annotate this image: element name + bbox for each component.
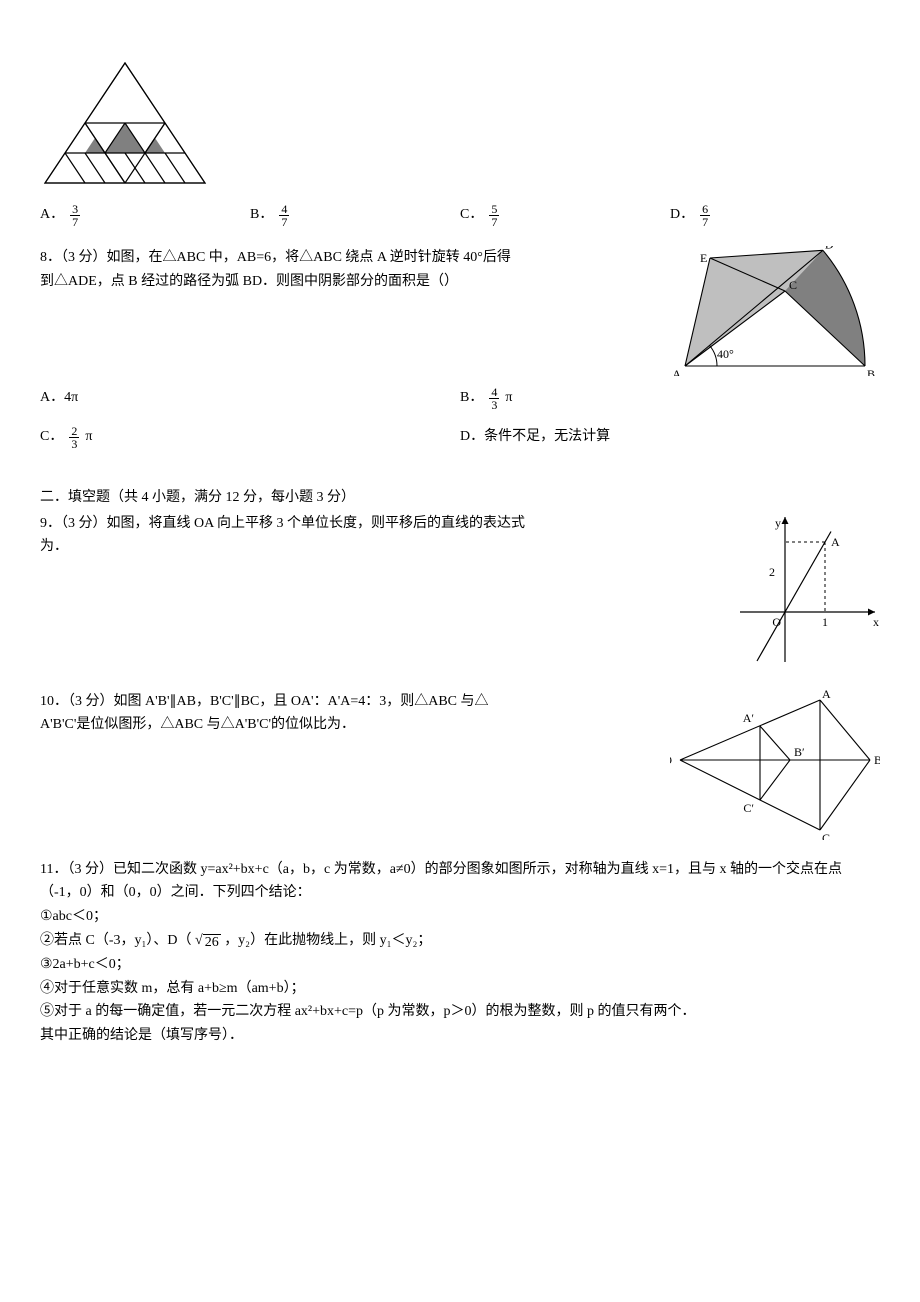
radical-sign: √ — [195, 934, 203, 948]
q8-opt-b: B． 4 3 π — [460, 386, 880, 411]
svg-text:A′: A′ — [743, 711, 755, 725]
fraction: 2 3 — [69, 425, 79, 450]
q11-item-1: ①abc＜0； — [40, 905, 880, 929]
q11-item2-post: ，y₂）在此抛物线上，则 y₁＜y₂； — [224, 933, 431, 948]
q8-stem: 8．（3 分）如图，在△ABC 中，AB=6，将△ABC 绕点 A 逆时针旋转 … — [40, 246, 650, 294]
opt-label: C． — [40, 425, 63, 449]
opt-label: C． — [460, 203, 483, 227]
fraction: 3 7 — [70, 203, 80, 228]
q8-opt-c: C． 2 3 π — [40, 425, 460, 450]
denominator: 3 — [69, 437, 79, 450]
svg-text:D: D — [825, 246, 834, 251]
svg-text:A: A — [831, 535, 840, 549]
svg-text:1: 1 — [822, 615, 828, 629]
q8: 8．（3 分）如图，在△ABC 中，AB=6，将△ABC 绕点 A 逆时针旋转 … — [40, 246, 880, 376]
q9: 9．（3 分）如图，将直线 OA 向上平移 3 个单位长度，则平移后的直线的表达… — [40, 512, 880, 672]
q10-stem: 10．（3 分）如图 A'B'∥AB，B'C'∥BC，且 OA'：A'A=4：3… — [40, 690, 650, 738]
svg-text:2: 2 — [769, 565, 775, 579]
svg-text:B: B — [867, 367, 875, 376]
numerator: 4 — [279, 203, 289, 215]
numerator: 5 — [489, 203, 499, 215]
opt-label: D． — [670, 203, 694, 227]
fraction: 4 7 — [279, 203, 289, 228]
svg-text:y: y — [775, 516, 781, 530]
opt-suffix: π — [85, 425, 92, 449]
numerator: 2 — [69, 425, 79, 437]
q11-item-3: ③2a+b+c＜0； — [40, 953, 880, 977]
svg-text:C′: C′ — [743, 801, 754, 815]
q8-options: A．4π B． 4 3 π C． 2 3 π D．条件不足，无法计算 — [40, 386, 880, 464]
q7-opt-a: A． 3 7 — [40, 203, 250, 228]
section-2-title: 二．填空题（共 4 小题，满分 12 分，每小题 3 分） — [40, 486, 880, 510]
denominator: 7 — [70, 215, 80, 228]
svg-text:x: x — [873, 615, 879, 629]
q10-stem-line: 10．（3 分）如图 A'B'∥AB，B'C'∥BC，且 OA'：A'A=4：3… — [40, 690, 650, 714]
svg-text:A: A — [822, 690, 831, 701]
denominator: 7 — [489, 215, 499, 228]
q11-tail: 其中正确的结论是（填写序号）． — [40, 1024, 880, 1048]
fraction: 6 7 — [700, 203, 710, 228]
q11-item-2: ②若点 C（-3，y₁）、D（ √ 26 ，y₂）在此抛物线上，则 y₁＜y₂； — [40, 929, 880, 953]
q7-opt-d: D． 6 7 — [670, 203, 880, 228]
denominator: 3 — [489, 398, 499, 411]
q11-item2-pre: ②若点 C（-3，y₁）、D（ — [40, 929, 192, 953]
denominator: 7 — [279, 215, 289, 228]
svg-text:40°: 40° — [717, 347, 734, 361]
numerator: 4 — [489, 386, 499, 398]
q9-figure: Ox y A 1 2 — [730, 512, 880, 672]
q7-options: A． 3 7 B． 4 7 C． 5 7 — [40, 203, 880, 228]
numerator: 6 — [700, 203, 710, 215]
q9-stem: 9．（3 分）如图，将直线 OA 向上平移 3 个单位长度，则平移后的直线的表达… — [40, 512, 710, 560]
opt-suffix: π — [505, 386, 512, 410]
q9-stem-line: 为． — [40, 535, 710, 559]
svg-text:A: A — [672, 367, 681, 376]
opt-label: B． — [250, 203, 273, 227]
q11-stem: 11．（3 分）已知二次函数 y=ax²+bx+c（a，b，c 为常数，a≠0）… — [40, 858, 880, 906]
denominator: 7 — [700, 215, 710, 228]
q11-item-5: ⑤对于 a 的每一确定值，若一元二次方程 ax²+bx+c=p（p 为常数，p＞… — [40, 1000, 880, 1024]
q7-opt-c: C． 5 7 — [460, 203, 670, 228]
svg-text:C: C — [822, 831, 830, 840]
q7-figure — [40, 58, 210, 188]
opt-label: A． — [40, 203, 64, 227]
q8-stem-line: 到△ADE，点 B 经过的路径为弧 BD．则图中阴影部分的面积是（） — [40, 270, 650, 294]
q8-figure: 40° A B C D E — [670, 246, 880, 376]
q9-stem-line: 9．（3 分）如图，将直线 OA 向上平移 3 个单位长度，则平移后的直线的表达… — [40, 512, 710, 536]
svg-text:O: O — [772, 615, 781, 629]
svg-text:C: C — [789, 278, 797, 292]
q10: 10．（3 分）如图 A'B'∥AB，B'C'∥BC，且 OA'：A'A=4：3… — [40, 690, 880, 840]
q10-figure: O A B C A′ B′ C′ — [670, 690, 880, 840]
page: A． 3 7 B． 4 7 C． 5 7 — [0, 0, 920, 1128]
opt-text: A．4π — [40, 386, 78, 410]
q10-stem-line: A'B'C'是位似图形，△ABC 与△A'B'C'的位似比为． — [40, 713, 650, 737]
q11: 11．（3 分）已知二次函数 y=ax²+bx+c（a，b，c 为常数，a≠0）… — [40, 858, 880, 1048]
q8-stem-line: 8．（3 分）如图，在△ABC 中，AB=6，将△ABC 绕点 A 逆时针旋转 … — [40, 246, 650, 270]
svg-text:E: E — [700, 251, 707, 265]
opt-label: B． — [460, 386, 483, 410]
numerator: 3 — [70, 203, 80, 215]
fraction: 5 7 — [489, 203, 499, 228]
q11-item-4: ④对于任意实数 m，总有 a+b≥m（am+b）； — [40, 977, 880, 1001]
q7: A． 3 7 B． 4 7 C． 5 7 — [40, 58, 880, 228]
q8-opt-d: D．条件不足，无法计算 — [460, 425, 880, 450]
opt-text: D．条件不足，无法计算 — [460, 425, 610, 449]
svg-text:O: O — [670, 753, 672, 767]
radicand: 26 — [203, 934, 221, 952]
q7-opt-b: B． 4 7 — [250, 203, 460, 228]
sqrt-icon: √ 26 — [195, 934, 221, 952]
svg-text:B: B — [874, 753, 880, 767]
fraction: 4 3 — [489, 386, 499, 411]
q8-opt-a: A．4π — [40, 386, 460, 411]
svg-text:B′: B′ — [794, 745, 805, 759]
